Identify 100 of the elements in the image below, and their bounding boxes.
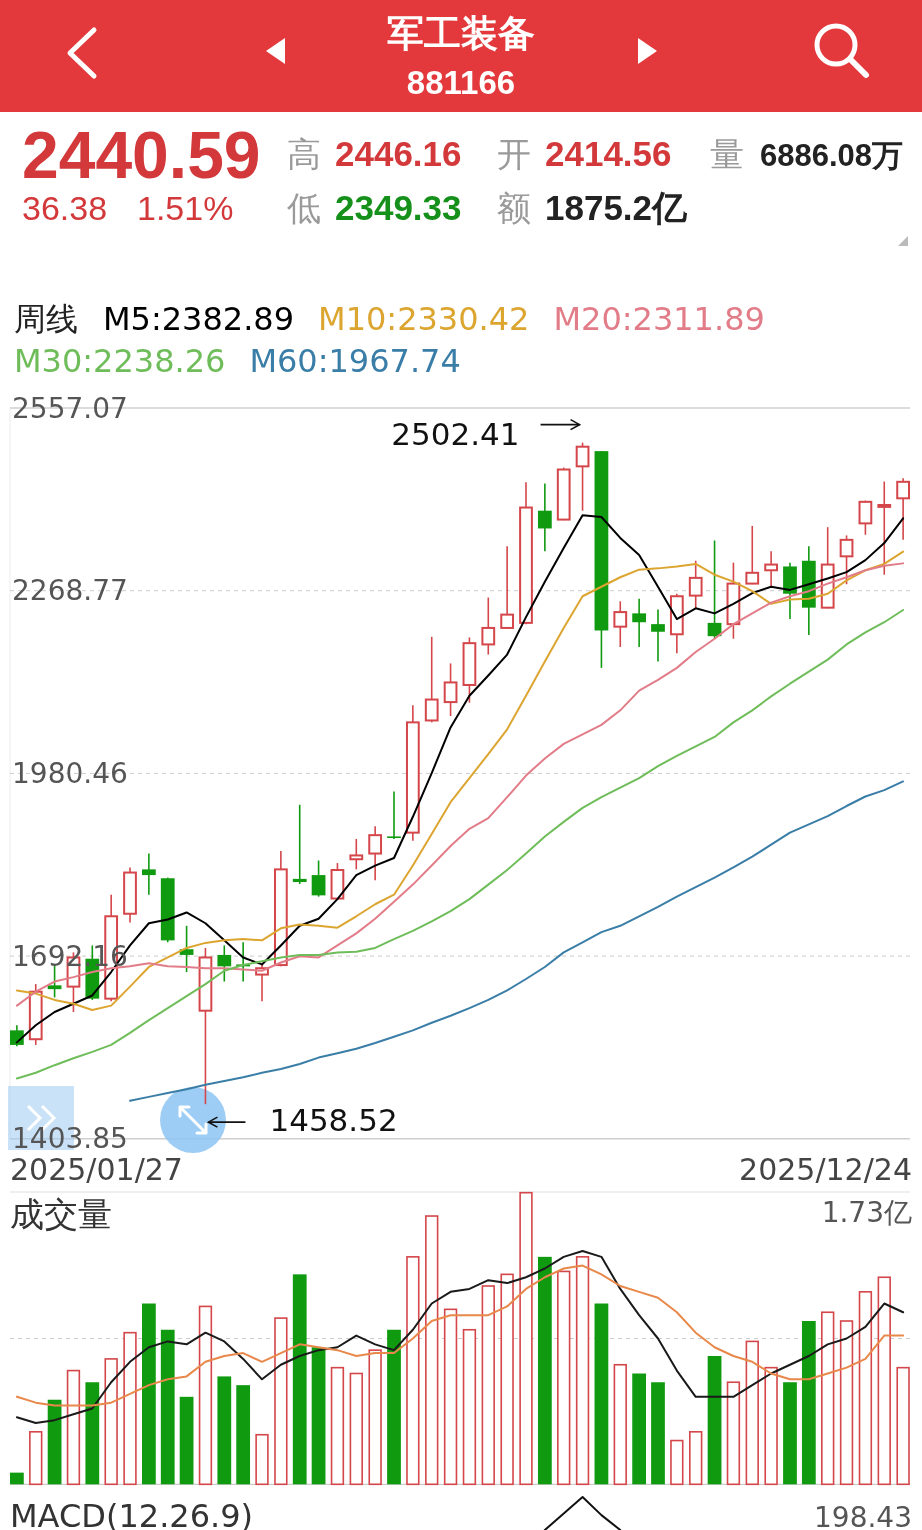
text: 2446.16: [335, 134, 462, 173]
bar: [104, 1358, 118, 1486]
text: 2414.56: [545, 134, 672, 173]
bar: [387, 1329, 401, 1485]
text: 2349.33: [335, 188, 462, 227]
bar: [330, 1366, 345, 1486]
bar: [821, 1311, 835, 1486]
bar: [651, 1382, 665, 1485]
bar: [783, 1382, 797, 1485]
bar: [839, 1320, 854, 1486]
bar: [594, 1303, 609, 1485]
chart-title: 成交量: [10, 1194, 112, 1234]
candlestick: [292, 803, 307, 885]
bar: [255, 1433, 269, 1486]
bar: [274, 1317, 288, 1486]
candlestick: [387, 790, 401, 840]
text: 低: [287, 189, 321, 227]
bar: [707, 1356, 722, 1485]
bar: [801, 1321, 816, 1485]
legend-title: 周线: [14, 300, 78, 338]
candlestick: [613, 600, 628, 648]
text: M10:2330.42: [318, 300, 530, 338]
candlestick: [368, 825, 383, 881]
text: M20:2311.89: [553, 300, 765, 338]
text: 881166: [406, 64, 516, 101]
candlestick: [745, 525, 760, 586]
text: 量: [710, 135, 744, 173]
candlestick: [839, 534, 854, 586]
candlestick: [424, 636, 439, 724]
y-tick-label: 2557.07: [12, 391, 128, 425]
bar: [575, 1256, 590, 1486]
bar: [406, 1256, 420, 1486]
line-series: [129, 780, 905, 1102]
annotation: 198.43: [814, 1501, 912, 1530]
bar: [368, 1349, 382, 1486]
bar: [66, 1369, 81, 1486]
candlestick: [537, 482, 552, 553]
bar: [670, 1439, 684, 1486]
text: M60:1967.74: [249, 342, 461, 380]
text: 6886.08万: [760, 138, 904, 173]
candlestick: [47, 964, 62, 999]
bar: [236, 1385, 251, 1485]
candlestick: [217, 944, 232, 983]
bar: [198, 1305, 213, 1486]
text: 开: [497, 135, 531, 173]
bar: [632, 1373, 647, 1485]
text: 高: [287, 135, 321, 173]
bar: [557, 1270, 571, 1486]
line-series: [15, 609, 905, 1080]
bar: [537, 1256, 552, 1485]
annotation: 1.73亿: [821, 1196, 912, 1229]
candlestick: [764, 550, 779, 589]
candlestick: [858, 499, 873, 536]
bar: [858, 1291, 873, 1486]
candlestick: [10, 1024, 24, 1047]
y-tick-label: 2268.77: [12, 574, 128, 608]
bar: [877, 1276, 891, 1486]
candlestick: [877, 480, 892, 576]
text: 36.38: [22, 189, 108, 227]
candlestick: [349, 838, 364, 871]
bar: [349, 1372, 363, 1486]
text: 2025/12/24: [739, 1152, 912, 1187]
bar: [443, 1308, 458, 1486]
bar: [29, 1431, 43, 1486]
candlestick: [443, 662, 458, 717]
text: M30:2238.26: [14, 342, 226, 380]
candlestick: [500, 545, 515, 630]
bar: [462, 1328, 477, 1486]
bar: [519, 1191, 533, 1486]
bar: [613, 1363, 627, 1486]
candlestick: [896, 477, 910, 541]
candlestick: [632, 597, 647, 648]
bar: [425, 1215, 439, 1486]
bar: [10, 1472, 24, 1485]
bar: [292, 1274, 307, 1485]
bar: [123, 1331, 137, 1486]
bar: [500, 1273, 514, 1486]
bar: [689, 1431, 703, 1486]
candlestick: [651, 608, 665, 663]
bar: [726, 1381, 741, 1486]
annotation: 1458.52: [269, 1102, 398, 1139]
text: M5:2382.89: [103, 300, 295, 338]
text: 额: [497, 189, 531, 227]
bar: [745, 1340, 759, 1486]
bar: [141, 1303, 156, 1485]
candlestick: [575, 441, 590, 512]
candlestick: [141, 852, 156, 896]
candlestick: [481, 596, 496, 656]
annotation: 2502.41: [391, 415, 520, 452]
y-tick-label: 1980.46: [12, 756, 128, 790]
bar: [160, 1329, 175, 1485]
bar: [311, 1347, 326, 1485]
candlestick: [311, 859, 326, 898]
bar: [85, 1382, 100, 1485]
bar: [179, 1396, 194, 1485]
candlestick: [688, 559, 703, 610]
text: 1.51%: [137, 189, 234, 227]
text: 1875.2亿: [545, 188, 689, 227]
bar: [764, 1366, 778, 1486]
bar: [217, 1376, 232, 1485]
